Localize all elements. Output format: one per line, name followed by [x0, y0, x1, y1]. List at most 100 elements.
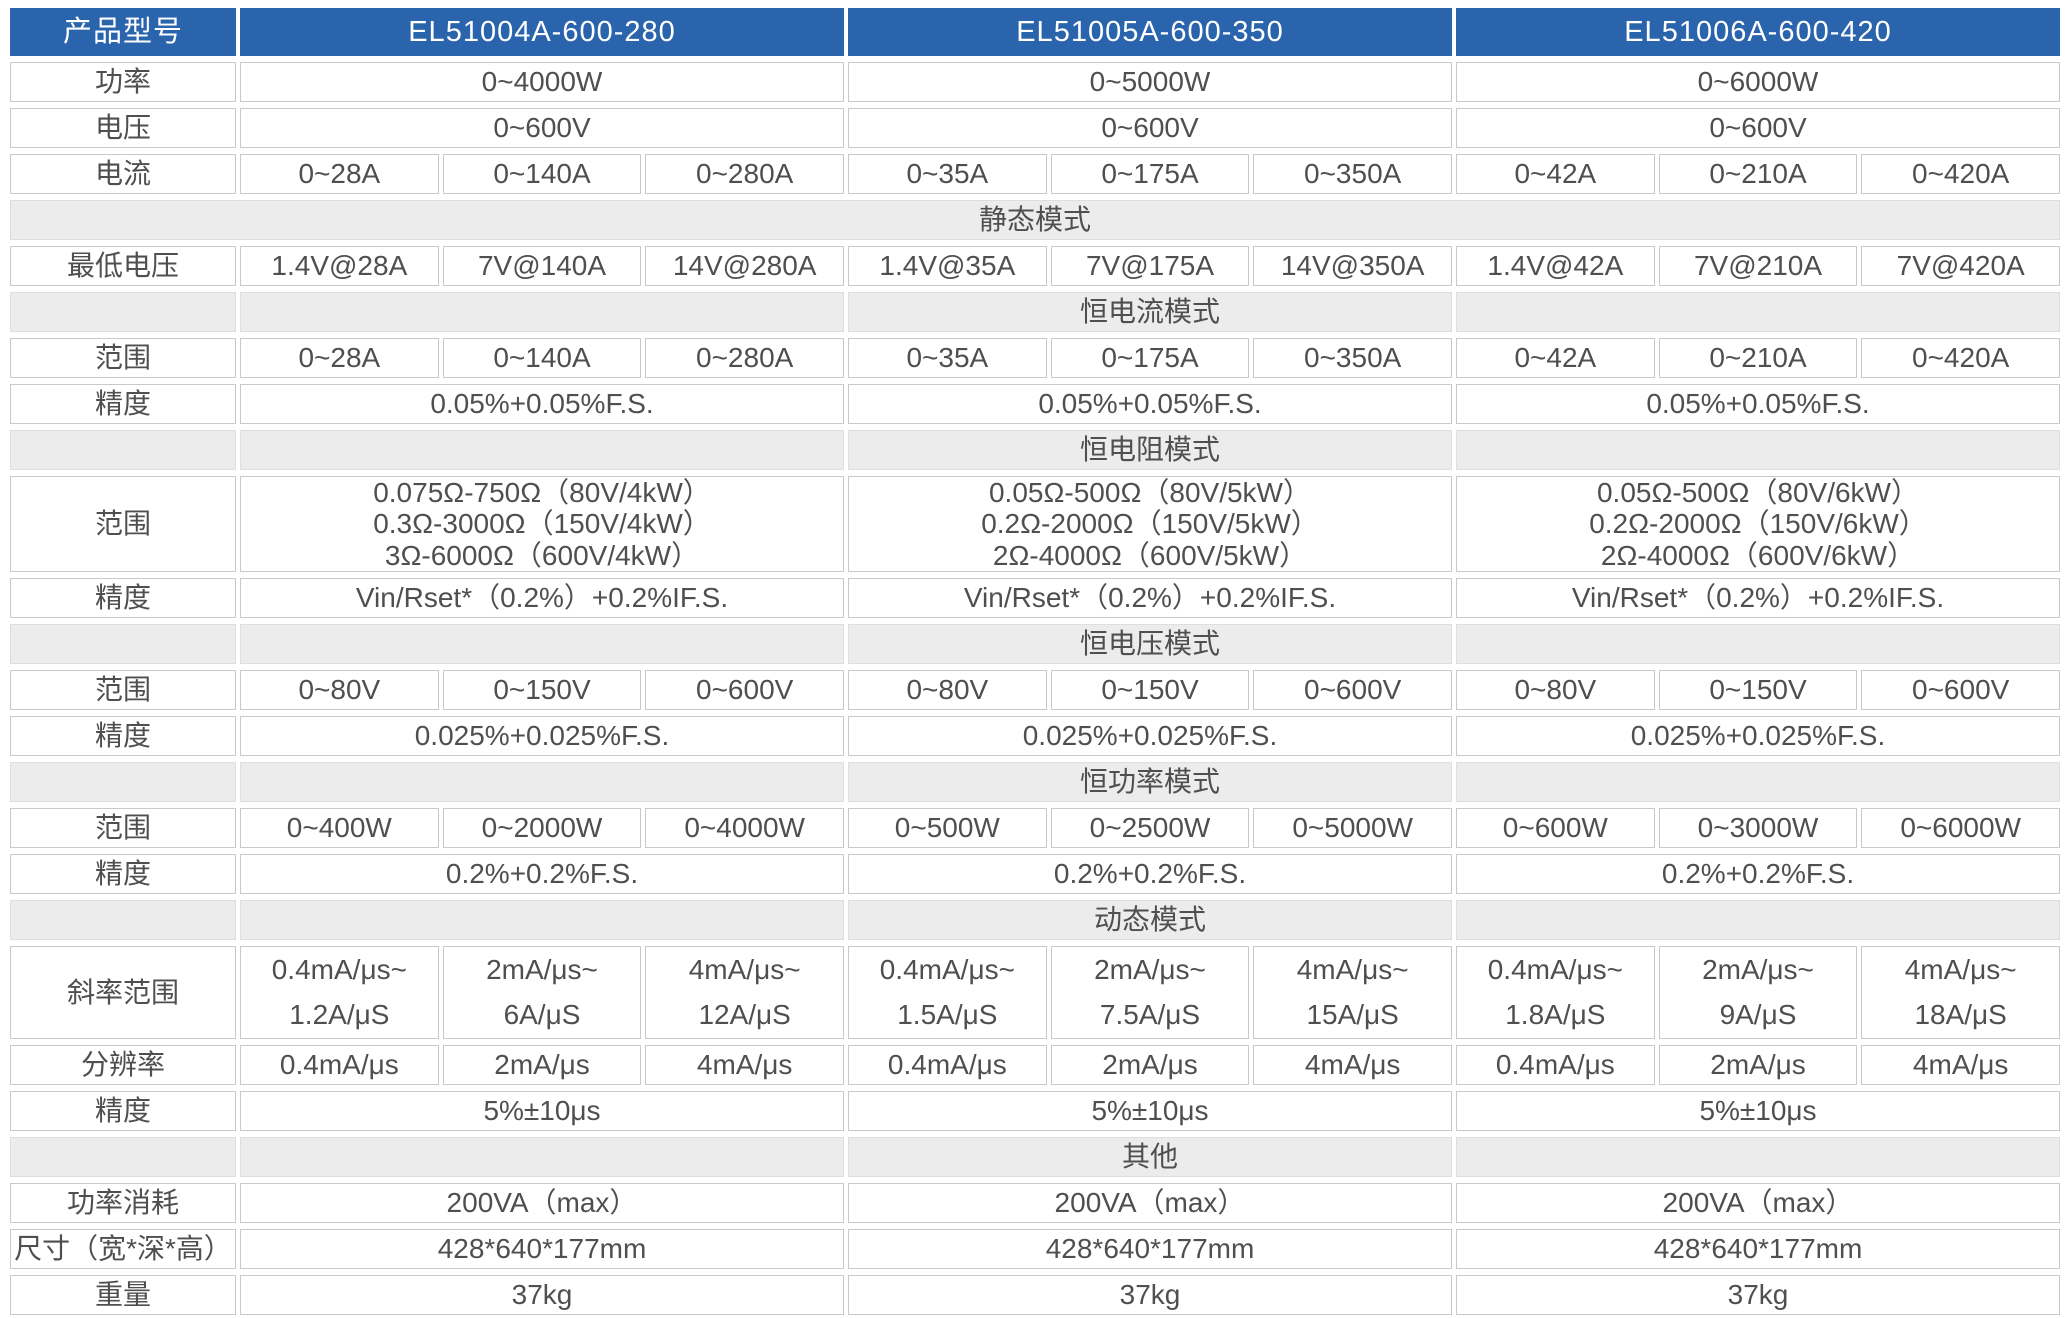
spec-value-cell: 0.4mA/μs~ 1.2A/μS — [240, 946, 439, 1039]
spec-value-cell: 0~2000W — [442, 808, 642, 849]
spec-value-cell: 37kg — [240, 1274, 844, 1315]
spec-value-cell: 0~4000W — [240, 62, 844, 102]
spec-line: 0.4mA/μs~ — [1487, 954, 1623, 986]
spec-value-cell: 2mA/μs~ 6A/μS — [442, 946, 642, 1039]
spec-value-cell: 0.4mA/μs — [240, 1044, 439, 1085]
spec-value-cell: 1.4V@35A — [848, 246, 1047, 286]
section-band-spacer — [240, 430, 844, 470]
spec-value-cell: Vin/Rset*（0.2%）+0.2%IF.S. — [240, 578, 844, 619]
spec-value-cell: Vin/Rset*（0.2%）+0.2%IF.S. — [1456, 578, 2060, 619]
spec-value-cell: 0~600V — [1253, 670, 1452, 711]
spec-value-cell: 0~350A — [1253, 154, 1452, 194]
spec-value-cell: 7V@140A — [442, 246, 642, 286]
model-header: EL51006A-600-420 — [1456, 8, 2060, 56]
spec-line: 2mA/μs~ — [1094, 954, 1206, 986]
spec-value-cell: 5%±10μs — [240, 1090, 844, 1131]
spec-value-cell: 0.4mA/μs — [848, 1044, 1047, 1085]
spec-line: 12A/μS — [698, 999, 791, 1031]
spec-value-cell: 0~42A — [1456, 338, 1655, 378]
spec-value-cell: 428*640*177mm — [240, 1228, 844, 1269]
spec-value-cell: 0~420A — [1861, 338, 2060, 378]
spec-line: 0.075Ω-750Ω（80V/4kW） — [373, 477, 711, 508]
spec-value-cell: 2mA/μs — [1050, 1044, 1250, 1085]
section-band-spacer — [240, 900, 844, 941]
spec-value-cell: 4mA/μs — [1253, 1044, 1452, 1085]
spec-value-cell: 14V@350A — [1253, 246, 1452, 286]
spec-value-cell: 0.4mA/μs~ 1.5A/μS — [848, 946, 1047, 1039]
spec-value-cell: 0.4mA/μs~ 1.8A/μS — [1456, 946, 1655, 1039]
spec-value-cell: 0~175A — [1050, 338, 1250, 378]
model-header: EL51005A-600-350 — [848, 8, 1452, 56]
spec-line: 4mA/μs~ — [1296, 954, 1409, 986]
spec-line: 0.2Ω-2000Ω（150V/5kW） — [981, 508, 1319, 540]
section-band: 恒电流模式 — [848, 292, 1452, 332]
spec-line: 15A/μS — [1306, 999, 1399, 1031]
spec-value-cell: 0~600W — [1456, 808, 1655, 849]
spec-value-cell: 0~140A — [442, 154, 642, 194]
spec-value-cell: 0~28A — [240, 338, 439, 378]
spec-value-cell: 0~6000W — [1456, 62, 2060, 102]
spec-value-cell: 0~600V — [848, 108, 1452, 148]
spec-line: 2mA/μs~ — [1702, 954, 1814, 986]
row-label: 范围 — [10, 338, 236, 378]
spec-value-cell: 0~5000W — [848, 62, 1452, 102]
section-band-spacer — [10, 1136, 236, 1177]
spec-value-cell: 200VA（max） — [848, 1182, 1452, 1223]
spec-value-cell: 0.2%+0.2%F.S. — [1456, 854, 2060, 895]
spec-value-cell: 200VA（max） — [1456, 1182, 2060, 1223]
section-band: 恒电阻模式 — [848, 430, 1452, 470]
spec-value-cell: 2mA/μs — [442, 1044, 642, 1085]
product-model-header: 产品型号 — [10, 8, 236, 56]
spec-value-cell: 0~28A — [240, 154, 439, 194]
spec-line: 0.3Ω-3000Ω（150V/4kW） — [373, 508, 711, 540]
spec-value-cell: 0~80V — [240, 670, 439, 711]
spec-value-cell: 0.05%+0.05%F.S. — [848, 384, 1452, 424]
spec-value-cell: Vin/Rset*（0.2%）+0.2%IF.S. — [848, 578, 1452, 619]
spec-line: 9A/μS — [1719, 999, 1797, 1031]
section-band-spacer — [10, 624, 236, 665]
row-label: 精度 — [10, 384, 236, 424]
row-label: 最低电压 — [10, 246, 236, 286]
row-label: 范围 — [10, 670, 236, 711]
spec-value-cell: 0.4mA/μs — [1456, 1044, 1655, 1085]
spec-value-cell: 0~420A — [1861, 154, 2060, 194]
row-label: 功率 — [10, 62, 236, 102]
spec-line: 2Ω-4000Ω（600V/6kW） — [1600, 539, 1916, 571]
spec-value-cell: 0~5000W — [1253, 808, 1452, 849]
section-band-spacer — [240, 1136, 844, 1177]
spec-value-cell: 0~4000W — [645, 808, 844, 849]
row-label: 电压 — [10, 108, 236, 148]
row-label: 范围 — [10, 476, 236, 573]
spec-value-cell: 0~150V — [442, 670, 642, 711]
spec-line: 4mA/μs~ — [1904, 954, 2017, 986]
spec-value-cell: 0~35A — [848, 154, 1047, 194]
spec-line: 1.8A/μS — [1505, 999, 1606, 1031]
spec-value-cell: 0~600V — [1456, 108, 2060, 148]
model-header: EL51004A-600-280 — [240, 8, 844, 56]
row-label: 电流 — [10, 154, 236, 194]
spec-value-cell: 0.05Ω-500Ω（80V/6kW） 0.2Ω-2000Ω（150V/6kW） 2… — [1456, 476, 2060, 573]
spec-value-cell: 0~210A — [1658, 154, 1858, 194]
section-band-spacer — [240, 762, 844, 803]
spec-value-cell: 0.025%+0.025%F.S. — [1456, 716, 2060, 757]
row-label: 尺寸（宽*深*高） — [10, 1228, 236, 1269]
section-band-spacer — [10, 430, 236, 470]
spec-value-cell: 2mA/μs — [1658, 1044, 1858, 1085]
section-band-spacer — [240, 292, 844, 332]
spec-value-cell: 0.2%+0.2%F.S. — [848, 854, 1452, 895]
spec-value-cell: 0.075Ω-750Ω（80V/4kW） 0.3Ω-3000Ω（150V/4kW）… — [240, 476, 844, 573]
spec-value-cell: 200VA（max） — [240, 1182, 844, 1223]
section-band-spacer — [1456, 430, 2060, 470]
section-band-spacer — [1456, 900, 2060, 941]
section-band: 动态模式 — [848, 900, 1452, 941]
spec-value-cell: 0.05%+0.05%F.S. — [240, 384, 844, 424]
spec-value-cell: 2mA/μs~ 9A/μS — [1658, 946, 1858, 1039]
spec-value-cell: 0~80V — [1456, 670, 1655, 711]
spec-value-cell: 7V@175A — [1050, 246, 1250, 286]
spec-line: 7.5A/μS — [1099, 999, 1201, 1031]
spec-value-cell: 4mA/μs — [645, 1044, 844, 1085]
spec-value-cell: 0~80V — [848, 670, 1047, 711]
spec-line: 1.5A/μS — [897, 999, 998, 1031]
spec-value-cell: 0~350A — [1253, 338, 1452, 378]
